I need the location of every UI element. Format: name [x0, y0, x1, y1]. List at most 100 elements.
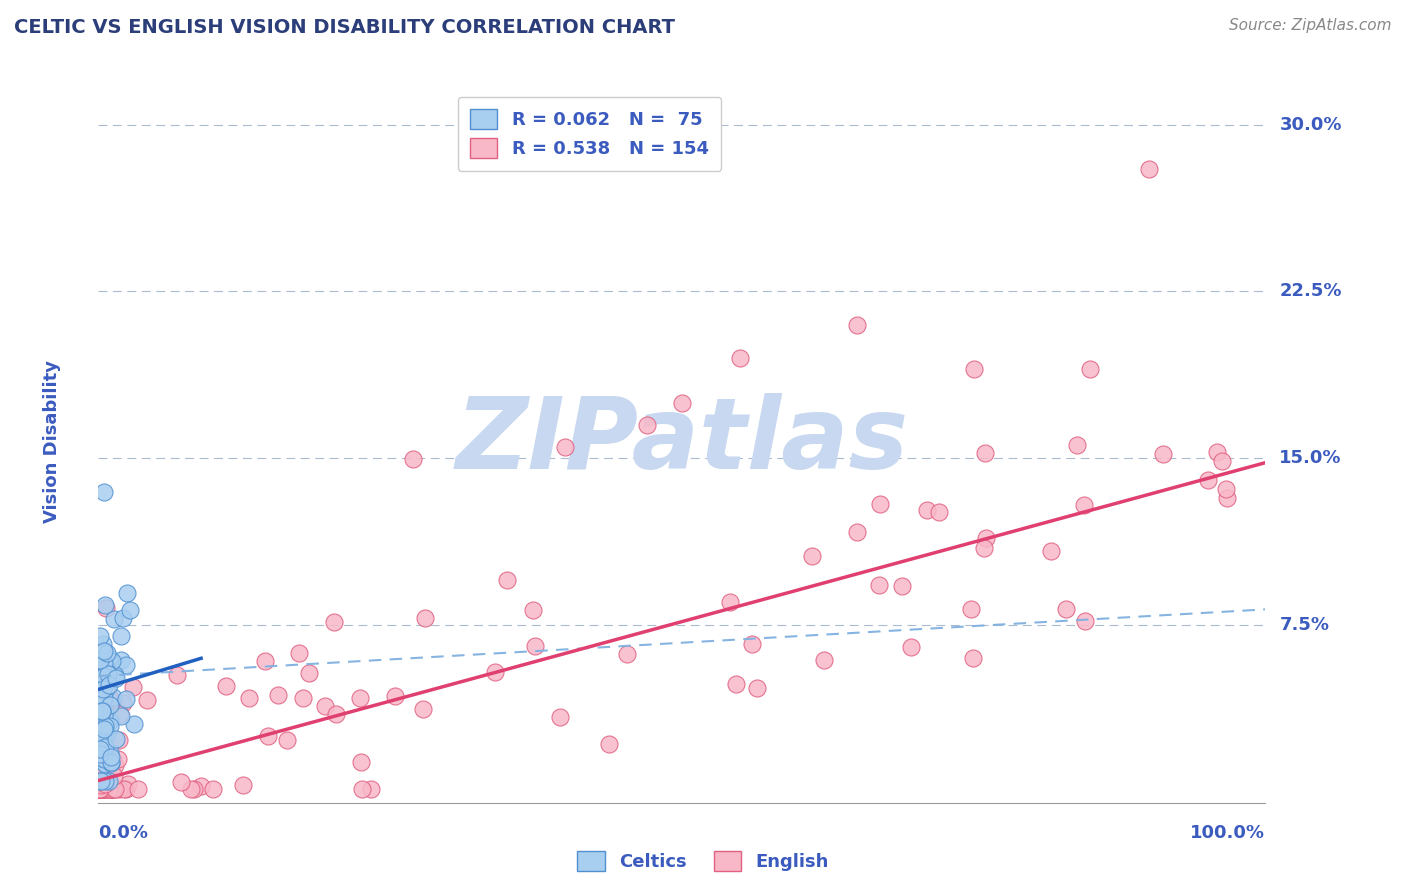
Point: [104, 757, 127, 772]
Point: [1152, 447, 1174, 461]
Point: [100, 782, 122, 797]
Point: [523, 639, 546, 653]
Point: [90, 782, 112, 797]
Point: [90, 707, 112, 722]
Point: [94, 756, 117, 771]
Point: [90, 713, 112, 727]
Point: [93, 662, 115, 676]
Point: [98, 678, 121, 692]
Point: [93, 782, 115, 797]
Point: [868, 578, 890, 592]
Point: [100, 749, 122, 764]
Point: [101, 753, 124, 767]
Point: [232, 778, 254, 792]
Point: [97, 712, 120, 726]
Point: [94, 731, 117, 745]
Point: [118, 603, 141, 617]
Point: [350, 755, 373, 769]
Point: [94, 709, 117, 723]
Point: [89, 720, 111, 734]
Point: [90, 782, 112, 797]
Point: [89, 782, 111, 797]
Point: [96, 708, 118, 723]
Point: [90, 782, 112, 797]
Point: [104, 782, 127, 797]
Point: [96, 646, 118, 660]
Point: [554, 440, 576, 454]
Point: [891, 579, 914, 593]
Point: [98, 698, 121, 713]
Point: [127, 782, 149, 797]
Point: [91, 637, 114, 651]
Point: [97, 651, 120, 665]
Point: [974, 446, 997, 460]
Point: [89, 707, 111, 722]
Point: [97, 782, 120, 797]
Point: [973, 541, 995, 556]
Point: [103, 782, 125, 797]
Point: [89, 752, 111, 766]
Point: [96, 727, 118, 741]
Point: [1197, 474, 1219, 488]
Point: [103, 698, 125, 712]
Point: [93, 773, 115, 788]
Point: [89, 782, 111, 797]
Point: [104, 731, 127, 746]
Point: [190, 779, 212, 793]
Point: [93, 731, 115, 745]
Point: [108, 706, 131, 721]
Point: [94, 598, 117, 612]
Point: [98, 719, 121, 733]
Point: [215, 679, 238, 693]
Point: [314, 699, 336, 714]
Point: [89, 747, 111, 761]
Point: [1080, 362, 1102, 376]
Point: [89, 701, 111, 715]
Point: [90, 778, 112, 792]
Point: [90, 782, 112, 797]
Point: [93, 644, 115, 658]
Point: [103, 612, 125, 626]
Point: [89, 629, 111, 643]
Point: [1206, 444, 1229, 458]
Point: [741, 637, 763, 651]
Point: [107, 752, 129, 766]
Point: [97, 688, 120, 702]
Point: [90, 773, 112, 788]
Point: [112, 782, 135, 797]
Text: Source: ZipAtlas.com: Source: ZipAtlas.com: [1229, 18, 1392, 33]
Point: [90, 758, 112, 772]
Point: [180, 782, 202, 797]
Point: [93, 690, 115, 705]
Point: [254, 654, 277, 668]
Point: [166, 668, 188, 682]
Point: [93, 669, 115, 683]
Point: [325, 706, 347, 721]
Point: [93, 752, 115, 766]
Point: [89, 653, 111, 667]
Text: 100.0%: 100.0%: [1191, 824, 1265, 842]
Point: [98, 773, 121, 788]
Point: [96, 782, 118, 797]
Point: [91, 735, 114, 749]
Point: [100, 756, 122, 771]
Point: [928, 505, 950, 519]
Point: [90, 779, 112, 793]
Point: [1074, 614, 1097, 628]
Point: [90, 782, 112, 797]
Point: [90, 704, 112, 718]
Point: [1211, 454, 1233, 468]
Point: [114, 691, 136, 706]
Point: [91, 674, 114, 689]
Point: [1216, 491, 1239, 505]
Point: [384, 689, 406, 703]
Point: [94, 716, 117, 731]
Point: [104, 667, 127, 681]
Point: [89, 753, 111, 767]
Point: [89, 782, 111, 797]
Point: [962, 651, 984, 665]
Point: [915, 503, 938, 517]
Point: [183, 782, 205, 797]
Point: [402, 451, 425, 466]
Point: [89, 773, 111, 788]
